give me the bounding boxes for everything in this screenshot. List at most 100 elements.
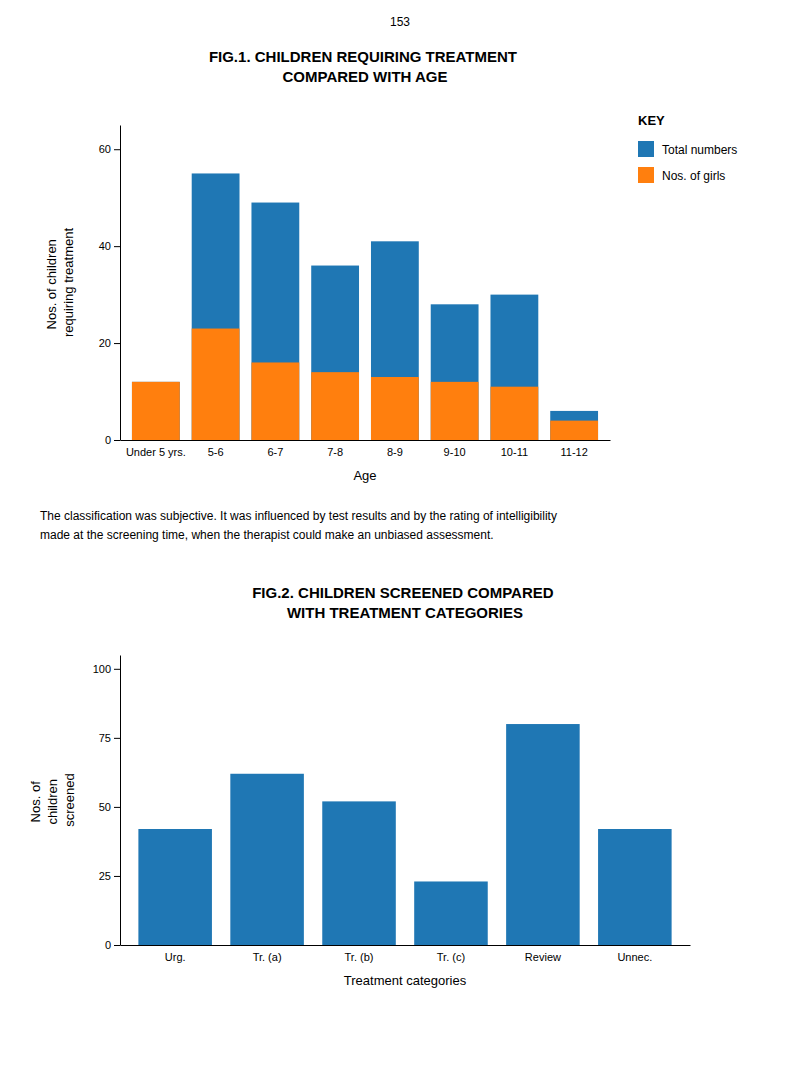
tick: 10-11 [501,446,528,458]
bar [251,203,299,440]
bar [132,382,180,440]
legend-title: KEY [638,113,665,128]
tick-mark [114,149,120,150]
chart-title-line: WITH TREATMENT CATEGORIES [287,604,523,621]
tick: 8-9 [387,446,403,458]
tick: 25 [99,870,120,882]
x-axis: Urg.Tr. (a)Tr. (b)Tr. (c)ReviewUnnec. [121,946,691,963]
page-number: 153 [390,15,410,29]
tick-label: 9-10 [444,446,466,458]
chart-title: FIG.2. CHILDREN SCREENED COMPARED WITH T… [252,584,558,621]
legend-swatch [638,167,654,183]
series [132,173,598,440]
tick: 100 [93,663,120,675]
body-text: The classification was subjective. It wa… [40,509,560,542]
tick: Tr. (a) [253,951,282,963]
legend-label: Nos. of girls [662,169,725,183]
tick-label: 0 [105,939,111,951]
tick: 60 [99,143,120,155]
y-axis: 0 20 40 60 [99,126,121,447]
bar [251,362,299,440]
x-axis: Under 5 yrs. 5-6 6-7 7-8 8-9 9-10 10-11 11-12 [121,441,611,458]
bar [311,266,359,440]
y-axis-title-line: children [45,775,60,824]
tick-label: Review [525,951,561,963]
legend-item: Nos. of girls [638,167,725,183]
tick: Unnec. [617,951,652,963]
tick-label: 10-11 [501,446,528,458]
tick-label: 60 [99,143,111,155]
tick-label: 6-7 [267,446,283,458]
tick: 20 [99,337,120,349]
tick-mark [114,945,120,946]
series [132,329,598,440]
bar [371,377,419,440]
chart-title-line: FIG.1. CHILDREN REQUIRING TREATMENT [209,48,521,65]
tick-label: 40 [99,240,111,252]
tick: Review [525,951,561,963]
plot-area [132,173,598,440]
chart-title-line: COMPARED WITH AGE [283,68,448,85]
bar [550,411,598,440]
tick: Urg. [165,951,186,963]
tick-label: Tr. (c) [437,951,465,963]
axis-line [121,945,691,946]
tick-label: 50 [99,801,111,813]
x-axis-title-line: Treatment categories [344,973,467,988]
tick: 0 [105,434,120,446]
tick-label: 20 [99,337,111,349]
bar [192,329,240,440]
x-axis-title: Age [353,468,376,483]
y-axis-title-line: Nos. of children [44,236,59,330]
bar [490,387,538,440]
y-axis-title-line: requiring treatment [61,228,76,337]
y-axis-title: Nos. of children screened [28,773,77,826]
axis-line [120,656,121,946]
bar [192,173,240,440]
tick-mark [114,440,120,441]
tick: 0 [105,939,120,951]
tick-label: 8-9 [387,446,403,458]
legend: KEY Total numbers Nos. of girls [638,113,737,183]
tick: 75 [99,732,120,744]
tick-mark [114,343,120,344]
y-axis-title-line: screened [62,773,77,826]
bar [431,382,479,440]
bar [490,295,538,440]
tick-label: 7-8 [327,446,343,458]
y-axis-title-line: Nos. of [28,778,43,823]
tick-mark [114,246,120,247]
bar [311,372,359,440]
tick-label: Unnec. [617,951,652,963]
body-text-line: made at the screening time, when the the… [40,528,494,542]
tick-label: 11-12 [560,446,587,458]
bar [132,382,180,440]
tick-label: Tr. (a) [253,951,282,963]
tick: 40 [99,240,120,252]
bar [431,304,479,440]
tick: 11-12 [560,446,587,458]
y-axis-title: Nos. of children requiring treatment [44,228,76,337]
bar [550,421,598,440]
tick: Under 5 yrs. [126,446,186,458]
tick: 6-7 [267,446,283,458]
legend-item: Total numbers [638,141,737,157]
tick-mark [114,669,120,670]
x-axis-title-line: Age [353,468,376,483]
bar [322,801,396,945]
chart-title-line: FIG.2. CHILDREN SCREENED COMPARED [252,584,558,601]
bar [598,829,672,945]
series [138,724,671,945]
tick: 50 [99,801,120,813]
bar [138,829,212,945]
tick-label: 25 [99,870,111,882]
page: 0 20 40 60 Under 5 yrs. 5-6 6-7 7-8 8-9 9-10 10-11… [0,0,800,1085]
tick-label: 5-6 [208,446,224,458]
tick-label: Under 5 yrs. [126,446,186,458]
tick-label: 100 [93,663,111,675]
tick: 9-10 [444,446,466,458]
axis-line [121,440,611,441]
tick-label: 75 [99,732,111,744]
x-axis-title: Treatment categories [344,973,467,988]
axis-line [120,126,121,441]
